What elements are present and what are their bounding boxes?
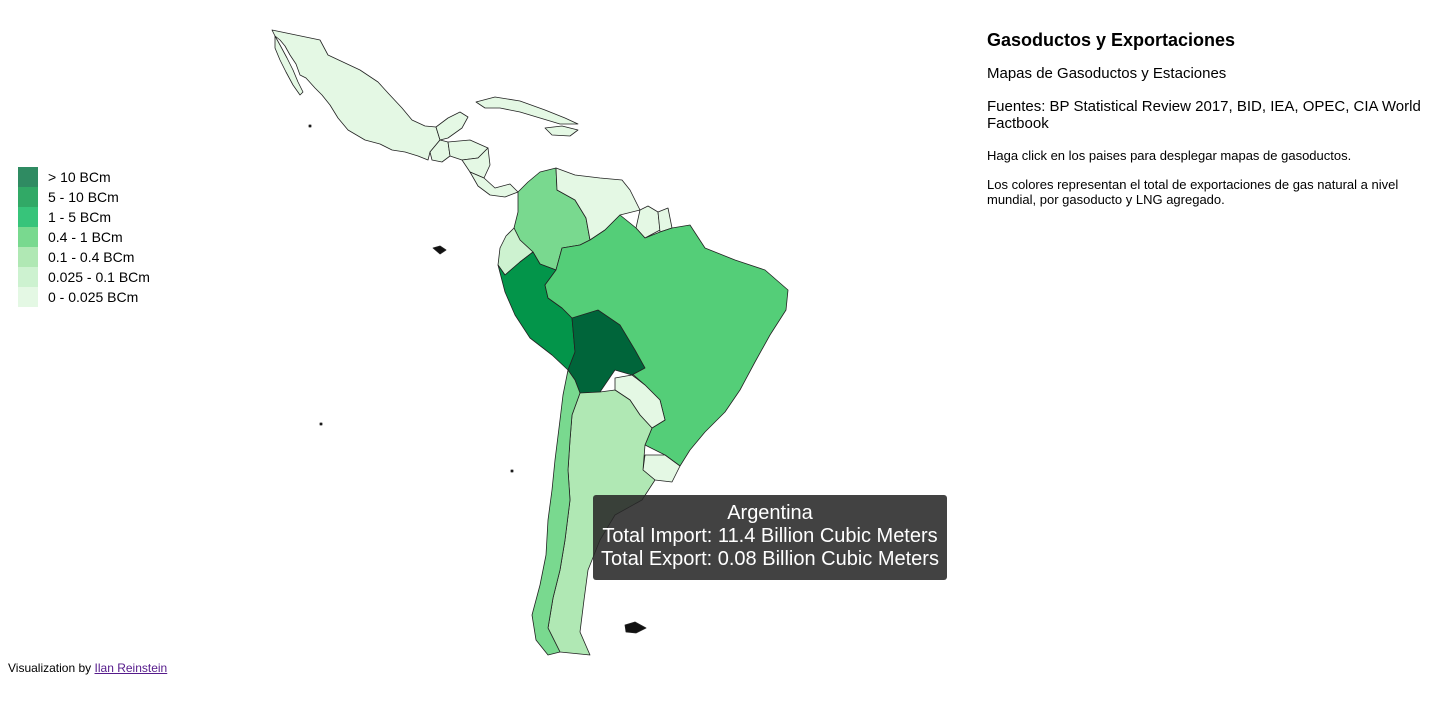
legend-swatch bbox=[18, 207, 38, 227]
credit: Visualization by Ilan Reinstein bbox=[8, 661, 167, 675]
legend-label: 0 - 0.025 BCm bbox=[48, 289, 139, 305]
country-falklands[interactable] bbox=[624, 621, 647, 634]
country-cuba[interactable] bbox=[475, 96, 579, 125]
country-mexico[interactable] bbox=[271, 29, 441, 161]
legend-label: 5 - 10 BCm bbox=[48, 189, 119, 205]
legend-swatch bbox=[18, 187, 38, 207]
country-chile[interactable] bbox=[531, 369, 581, 656]
legend-label: 0.4 - 1 BCm bbox=[48, 229, 123, 245]
page-title: Gasoductos y Exportaciones bbox=[987, 30, 1236, 50]
legend-label: 0.025 - 0.1 BCm bbox=[48, 269, 150, 285]
island-small bbox=[319, 422, 323, 426]
legend-item: 0.1 - 0.4 BCm bbox=[18, 247, 150, 267]
description-text: Los colores representan el total de expo… bbox=[987, 177, 1399, 207]
legend-label: 1 - 5 BCm bbox=[48, 209, 112, 225]
legend-swatch bbox=[18, 287, 38, 307]
tooltip-import: Total Import: 11.4 Billion Cubic Meters bbox=[602, 525, 938, 547]
legend-label: > 10 BCm bbox=[48, 169, 111, 185]
legend-item: 5 - 10 BCm bbox=[18, 187, 150, 207]
legend-item: 0 - 0.025 BCm bbox=[18, 287, 150, 307]
island-galapagos bbox=[432, 245, 447, 255]
country-mexico-yucatan[interactable] bbox=[435, 111, 469, 141]
legend-item: > 10 BCm bbox=[18, 167, 150, 187]
legend: > 10 BCm 5 - 10 BCm 1 - 5 BCm 0.4 - 1 BCm 0.… bbox=[18, 167, 150, 307]
tooltip-export: Total Export: 0.08 Billion Cubic Meters bbox=[601, 548, 939, 570]
credit-prefix: Visualization by bbox=[8, 661, 92, 675]
island-small-3 bbox=[308, 124, 312, 128]
legend-swatch bbox=[18, 247, 38, 267]
country-tooltip: Argentina Total Import: 11.4 Billion Cub… bbox=[593, 495, 947, 580]
legend-item: 1 - 5 BCm bbox=[18, 207, 150, 227]
info-panel: Gasoductos y Exportaciones Mapas de Gaso… bbox=[987, 30, 1422, 221]
legend-swatch bbox=[18, 267, 38, 287]
legend-item: 0.4 - 1 BCm bbox=[18, 227, 150, 247]
country-costa-rica-panama[interactable] bbox=[469, 171, 519, 198]
sources: Fuentes: BP Statistical Review 2017, BID… bbox=[987, 98, 1421, 132]
country-mexico-baja[interactable] bbox=[274, 35, 304, 96]
legend-item: 0.025 - 0.1 BCm bbox=[18, 267, 150, 287]
legend-swatch bbox=[18, 227, 38, 247]
legend-swatch bbox=[18, 167, 38, 187]
subtitle: Mapas de Gasoductos y Estaciones bbox=[987, 65, 1227, 82]
author-link[interactable]: Ilan Reinstein bbox=[94, 661, 168, 675]
country-hispaniola[interactable] bbox=[544, 125, 579, 137]
island-small-2 bbox=[510, 469, 514, 473]
instruction-text: Haga click en los paises para desplegar … bbox=[987, 148, 1352, 163]
tooltip-country: Argentina bbox=[727, 502, 813, 524]
legend-label: 0.1 - 0.4 BCm bbox=[48, 249, 135, 265]
